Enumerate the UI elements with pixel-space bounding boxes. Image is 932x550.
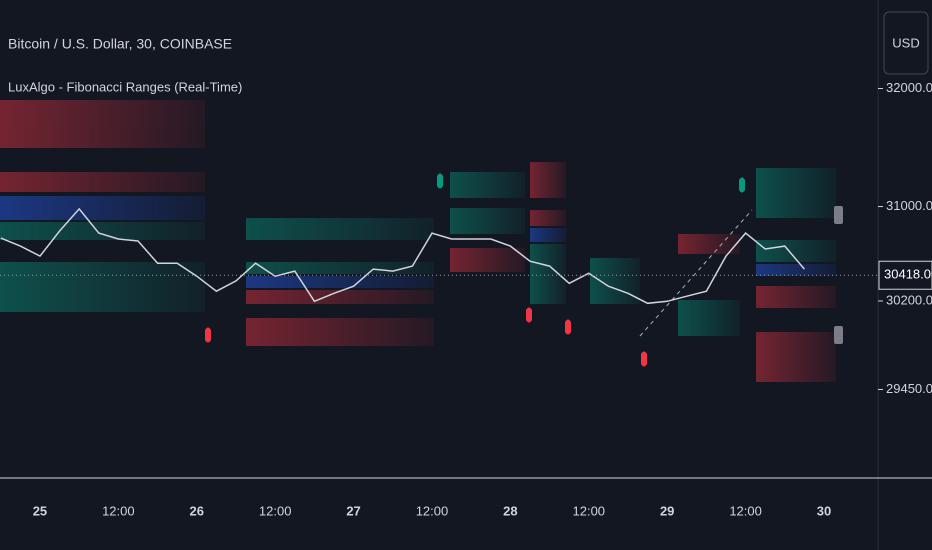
x-tick-label: 12:00 bbox=[259, 503, 292, 518]
signals bbox=[205, 173, 745, 367]
y-tick-label: 32000.00 bbox=[886, 80, 932, 95]
x-tick-label: 25 bbox=[33, 503, 47, 518]
currency-button[interactable] bbox=[883, 11, 929, 75]
x-tick-label: 27 bbox=[346, 503, 360, 518]
x-tick-label: 29 bbox=[660, 503, 674, 518]
x-tick-label: 12:00 bbox=[729, 503, 762, 518]
last-price-box bbox=[878, 260, 932, 290]
x-tick-label: 12:00 bbox=[573, 503, 606, 518]
x-tick-label: 26 bbox=[190, 503, 204, 518]
indicator-name: LuxAlgo - Fibonacci Ranges (Real-Time) bbox=[8, 79, 242, 94]
x-tick-label: 12:00 bbox=[416, 503, 449, 518]
y-tick-label: 31000.00 bbox=[886, 198, 932, 213]
currency-label[interactable]: USD bbox=[892, 35, 919, 50]
x-tick-label: 28 bbox=[503, 503, 517, 518]
chart-title: Bitcoin / U.S. Dollar, 30, COINBASE bbox=[8, 36, 232, 52]
y-tick-label: 29450.00 bbox=[886, 381, 932, 396]
y-tick-label: 30200.00 bbox=[886, 292, 932, 307]
fib-ranges bbox=[0, 100, 843, 382]
last-price-label: 30418.00 bbox=[884, 267, 932, 282]
x-tick-label: 12:00 bbox=[102, 503, 135, 518]
x-tick-label: 30 bbox=[817, 503, 831, 518]
price-line bbox=[0, 207, 805, 305]
